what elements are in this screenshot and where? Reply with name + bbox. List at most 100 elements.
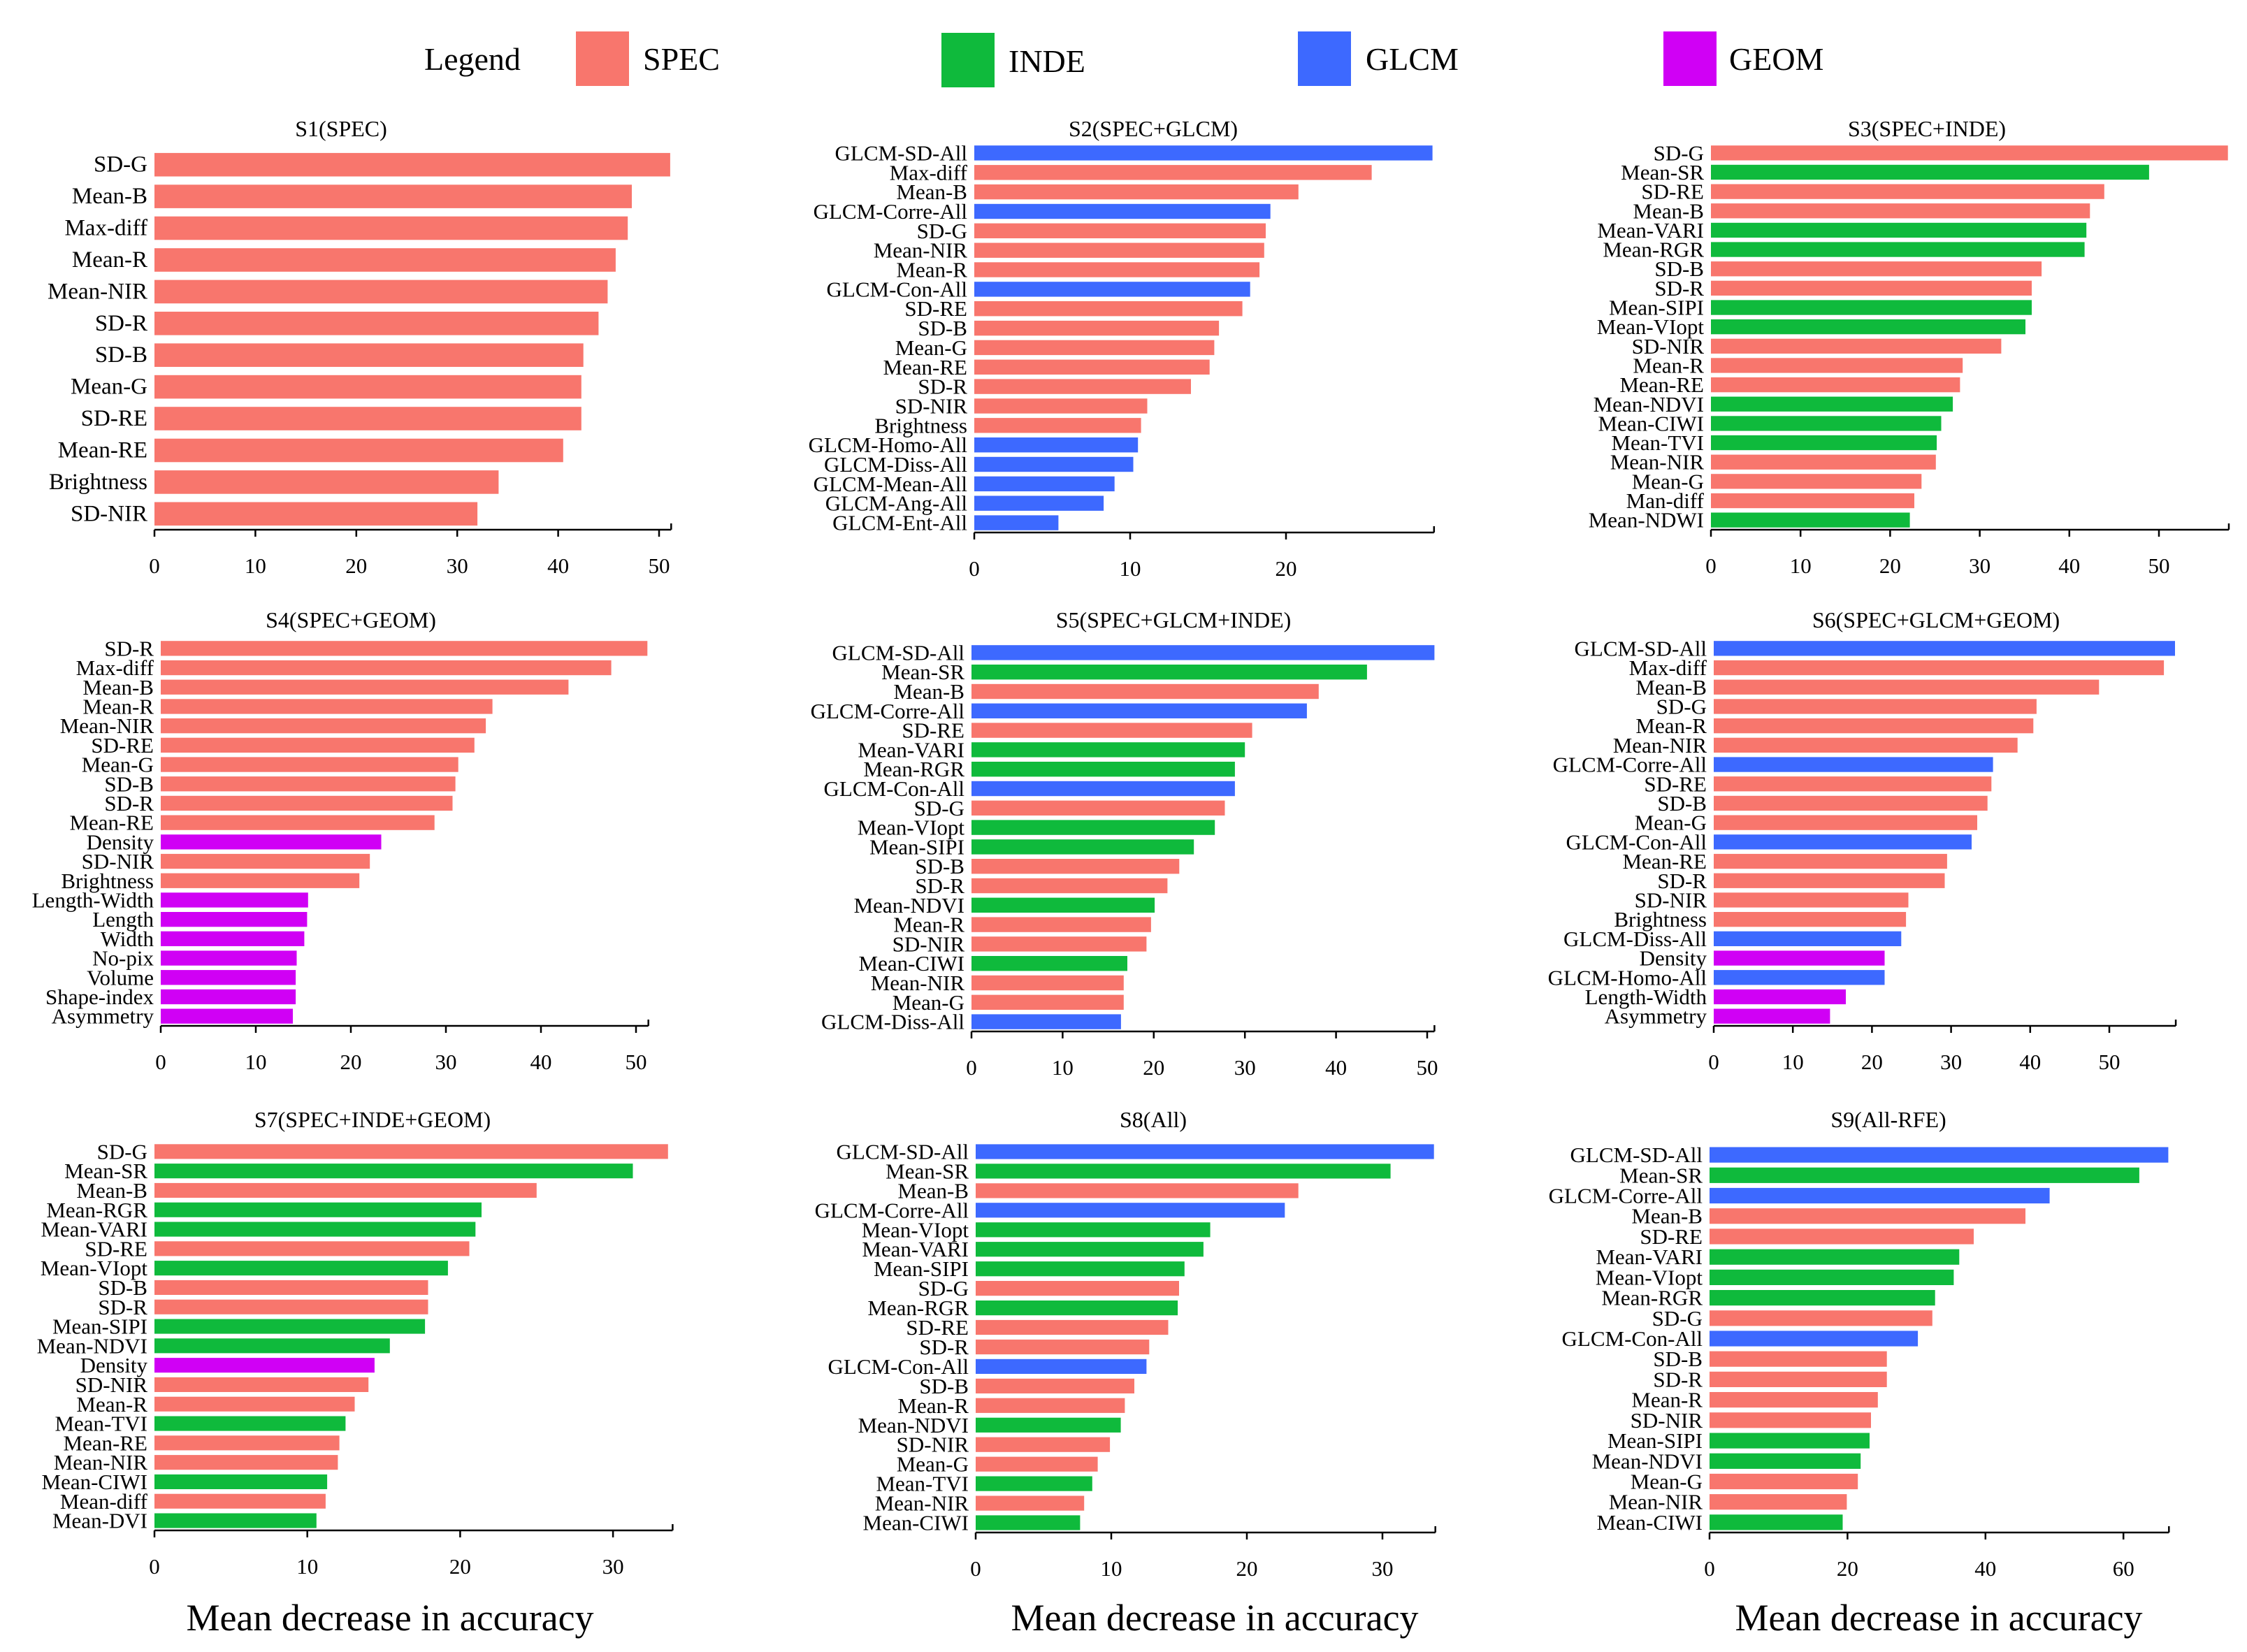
category-label: SD-NIR [71, 501, 147, 526]
category-label: SD-B [1653, 1347, 1703, 1371]
bar [976, 1261, 1185, 1277]
bar [1711, 300, 2032, 315]
bar [161, 776, 456, 792]
category-label: SD-RE [81, 406, 147, 431]
category-label: Brightness [874, 413, 967, 437]
bar [1710, 1249, 1960, 1265]
category-label: SD-B [1657, 791, 1707, 816]
bar [971, 897, 1155, 913]
bar [974, 301, 1243, 317]
bar [976, 1319, 1169, 1335]
panel-title: S1(SPEC) [295, 116, 387, 141]
category-label: Mean-VARI [862, 1237, 969, 1261]
bar [971, 742, 1245, 758]
bar [971, 820, 1215, 835]
bar [161, 873, 360, 888]
bar [976, 1417, 1121, 1433]
category-label: Mean-SR [881, 660, 964, 684]
panel-s7: S7(SPEC+INDE+GEOM)SD-GMean-SRMean-BMean-… [37, 1107, 674, 1639]
category-label: SD-R [95, 311, 147, 336]
category-label: SD-NIR [75, 1372, 148, 1397]
bar [1711, 280, 2032, 296]
bar [154, 375, 581, 399]
category-label: Mean-CIWI [1598, 411, 1705, 435]
legend-label-geom: GEOM [1729, 41, 1823, 77]
category-label: SD-RE [906, 1315, 969, 1340]
category-label: Density [87, 829, 154, 854]
category-label: SD-NIR [897, 1433, 969, 1457]
category-label: Length-Width [1585, 985, 1707, 1009]
category-label: SD-G [914, 796, 964, 820]
panel-s8: S8(All) GLCM-SD-AllMean-SRMean-BGLCM-Corr… [815, 1107, 1436, 1639]
bar [971, 665, 1367, 680]
bar [1711, 454, 1936, 470]
category-label: GLCM-Con-All [1562, 1326, 1703, 1351]
bar [1710, 1187, 2050, 1204]
category-label: SD-R [104, 636, 154, 660]
category-label: Mean-R [893, 913, 964, 937]
category-label: Mean-R [896, 258, 967, 282]
bar [1711, 338, 2002, 354]
bar [976, 1495, 1085, 1511]
bar [1710, 1229, 1974, 1245]
bar [154, 1202, 482, 1217]
category-label: Mean-DVI [52, 1509, 147, 1533]
bar [154, 470, 499, 494]
bar [971, 994, 1124, 1010]
category-label: GLCM-Corre-All [1553, 753, 1707, 777]
x-axis-label: Mean decrease in accuracy [186, 1597, 593, 1639]
bar [154, 280, 608, 304]
bar [154, 1241, 470, 1256]
bar [1711, 435, 1937, 451]
bar [154, 152, 670, 177]
panel-title: S7(SPEC+INDE+GEOM) [254, 1107, 491, 1132]
tick-label: 40 [2019, 1050, 2041, 1074]
bar [971, 839, 1194, 855]
category-label: Mean-VARI [1596, 1245, 1703, 1269]
bar [971, 781, 1235, 797]
category-label: SD-B [104, 771, 154, 796]
category-label: GLCM-Con-All [827, 277, 968, 301]
panel-s2: S2(SPEC+GLCM)GLCM-SD-AllMax-diffMean-BGL… [809, 116, 1436, 581]
category-label: GLCM-Mean-All [814, 472, 967, 496]
bar [1711, 416, 1942, 431]
category-label: SD-RE [904, 296, 967, 321]
tick-label: 20 [449, 1554, 471, 1579]
tick-label: 30 [1234, 1055, 1256, 1080]
bar [1711, 164, 2149, 180]
category-label: Mean-NDVI [1592, 1449, 1703, 1473]
bar [976, 1339, 1150, 1355]
bar [154, 1164, 633, 1179]
category-label: Mean-TVI [876, 1472, 969, 1496]
legend-label-spec: SPEC [643, 41, 720, 77]
category-label: GLCM-SD-All [832, 640, 964, 665]
category-label: GLCM-Ang-All [825, 491, 967, 516]
category-label: SD-G [918, 1276, 969, 1300]
bar [154, 1222, 476, 1237]
panel-s4: S4(SPEC+GEOM)SD-RMax-diffMean-BMean-RMea… [32, 607, 649, 1074]
bar [974, 437, 1139, 453]
bar [154, 1182, 537, 1198]
bar [1710, 1351, 1887, 1367]
bar [154, 184, 632, 208]
category-label: SD-NIR [82, 849, 154, 874]
tick-label: 30 [1372, 1556, 1394, 1581]
category-label: Mean-SIPI [1607, 1428, 1703, 1453]
category-label: Volume [87, 965, 154, 990]
tick-label: 10 [1790, 553, 1812, 578]
tick-label: 40 [2058, 553, 2080, 578]
tick-label: 10 [1782, 1050, 1804, 1074]
bar [974, 242, 1264, 258]
category-label: SD-R [1653, 1367, 1703, 1391]
bar [154, 438, 563, 463]
bar [1710, 1290, 1935, 1306]
bar [971, 800, 1225, 816]
category-label: Mean-RE [1619, 372, 1704, 397]
bar [161, 737, 475, 753]
legend-label-inde: INDE [1009, 43, 1085, 79]
category-label: SD-NIR [1635, 888, 1707, 913]
category-label: Man-diff [1626, 488, 1705, 513]
bar [161, 641, 648, 656]
category-label: Max-diff [1629, 655, 1707, 680]
bar [1710, 1514, 1843, 1530]
